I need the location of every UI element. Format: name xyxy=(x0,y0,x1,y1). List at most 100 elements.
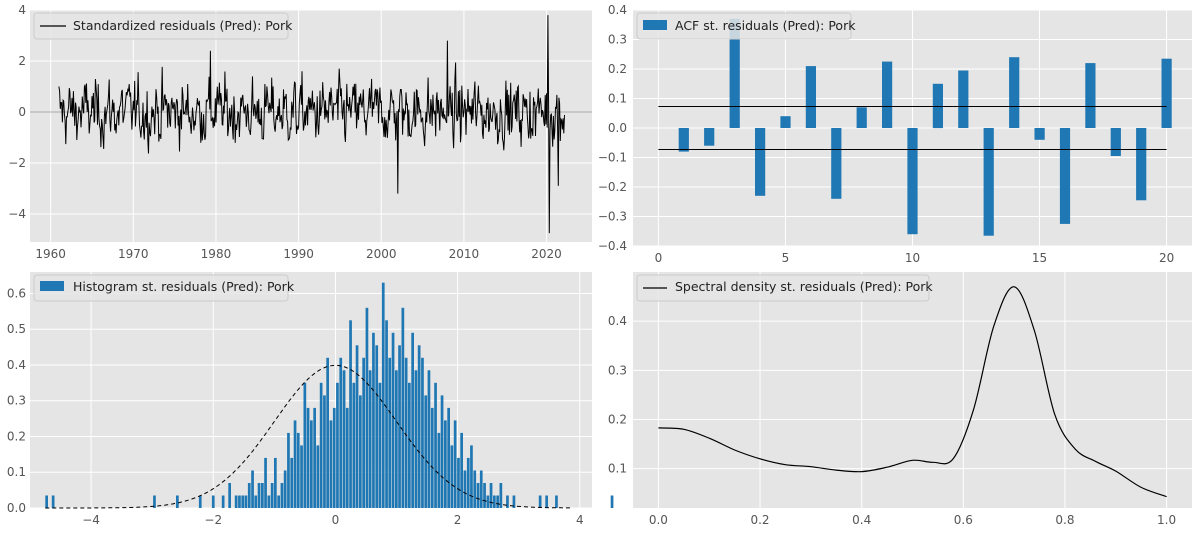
histogram-bar xyxy=(555,495,558,508)
histogram-bar xyxy=(300,445,303,508)
histogram-bar xyxy=(270,483,274,508)
histogram-bar xyxy=(391,332,395,508)
histogram-bar xyxy=(479,470,483,508)
histogram-bar xyxy=(411,332,414,508)
histogram-bar xyxy=(473,470,477,508)
y-tick-label: −4 xyxy=(8,207,26,221)
histogram-bar xyxy=(332,407,336,508)
x-tick-label: 0 xyxy=(332,513,340,527)
acf-bar xyxy=(1161,58,1172,129)
histogram-bar xyxy=(51,495,55,508)
legend-bar-swatch xyxy=(643,20,667,30)
histogram-bar xyxy=(506,495,509,508)
histogram-bar xyxy=(251,470,254,508)
y-tick-label: −0.2 xyxy=(598,180,627,194)
y-tick-label: −0.4 xyxy=(598,239,627,253)
x-tick-label: 2000 xyxy=(366,247,397,261)
acf-bar xyxy=(1059,128,1071,224)
histogram-bar xyxy=(398,345,401,508)
x-tick-label: 2 xyxy=(454,513,462,527)
x-tick-label: 1960 xyxy=(35,247,66,261)
x-tick-label: 5 xyxy=(782,251,790,265)
legend: Histogram st. residuals (Pred): Pork xyxy=(33,274,295,302)
histogram-bar xyxy=(323,395,326,508)
histogram-bar xyxy=(339,357,343,508)
histogram-bar xyxy=(408,382,411,508)
y-tick-label: 4 xyxy=(18,3,26,17)
legend-box xyxy=(33,274,289,302)
histogram-bar xyxy=(257,483,261,508)
histogram-bar xyxy=(316,445,320,508)
histogram-bar xyxy=(470,445,473,508)
x-tick-label: 0.0 xyxy=(649,513,668,527)
histogram-bar xyxy=(430,407,434,508)
acf-bar xyxy=(831,128,842,199)
histogram-bar xyxy=(365,307,369,508)
histogram-bar xyxy=(375,345,379,508)
x-tick-label: 0.4 xyxy=(852,513,871,527)
histogram-bar xyxy=(336,382,339,508)
x-tick-label: −2 xyxy=(204,513,222,527)
histogram-bar xyxy=(538,495,542,508)
acf-bar xyxy=(678,128,689,152)
histogram-bar xyxy=(463,470,467,508)
acf-bar xyxy=(729,18,740,128)
histogram-bar xyxy=(306,407,310,508)
histogram-bar xyxy=(401,307,405,508)
histogram-bar xyxy=(368,370,372,508)
x-tick-label: 1970 xyxy=(118,247,149,261)
histogram-bar xyxy=(378,382,382,508)
histogram-bar xyxy=(319,382,323,508)
histogram-bar xyxy=(293,420,297,508)
y-tick-label: 0.4 xyxy=(608,3,627,17)
histogram-bar xyxy=(238,495,241,508)
histogram-bar xyxy=(450,445,454,508)
histogram-bar xyxy=(290,457,294,508)
y-tick-label: −0.3 xyxy=(598,210,627,224)
y-tick-label: 0.6 xyxy=(7,286,26,300)
histogram-bar xyxy=(329,420,333,508)
histogram-bar xyxy=(198,495,202,508)
histogram-bar xyxy=(486,495,490,508)
acf-bar xyxy=(1034,128,1045,140)
x-tick-label: 4 xyxy=(576,513,584,527)
histogram-bar xyxy=(176,495,179,508)
histogram-bar xyxy=(512,495,516,508)
histogram-bar xyxy=(264,457,267,508)
histogram-bar xyxy=(303,382,307,508)
histogram-bar xyxy=(355,345,359,508)
histogram-bar xyxy=(395,370,398,508)
x-tick-label: 0.2 xyxy=(750,513,769,527)
y-tick-label: −0.1 xyxy=(598,151,627,165)
y-tick-label: 0.0 xyxy=(608,121,627,135)
histogram-bar xyxy=(424,395,428,508)
histogram-bar xyxy=(421,357,424,508)
histogram-bar xyxy=(274,457,277,508)
tick-labels: −4 −2 0 2 4 0.0 0.1 0.2 0.3 0.4 0.5 0.6 xyxy=(7,286,584,527)
y-tick-label: −2 xyxy=(8,156,26,170)
histogram-bar xyxy=(466,457,470,508)
histogram-bar xyxy=(499,483,503,508)
acf-bar xyxy=(780,116,791,128)
legend-box xyxy=(636,12,852,40)
histogram-bar xyxy=(385,320,388,508)
acf-bar xyxy=(907,128,918,235)
histogram-bar xyxy=(362,357,365,508)
x-tick-label: 2020 xyxy=(531,247,562,261)
axes-background xyxy=(30,10,592,242)
x-tick-label: 0 xyxy=(655,251,663,265)
tick-labels: 0 5 10 15 20 −0.4 −0.3 −0.2 −0.1 0.0 0.1 0.2 0.3 0.4 xyxy=(598,3,1174,265)
histogram-bar xyxy=(287,432,290,508)
legend: Spectral density st. residuals (Pred): P… xyxy=(636,274,933,302)
normal-density-curve xyxy=(45,364,571,509)
histogram-bar xyxy=(545,495,548,508)
histogram-bar xyxy=(352,382,356,508)
x-tick-label: 1.0 xyxy=(1157,513,1176,527)
legend-label: ACF st. residuals (Pred): Pork xyxy=(675,18,856,33)
histogram-bar xyxy=(310,420,313,508)
histogram-bar xyxy=(359,395,362,508)
x-tick-label: 1980 xyxy=(201,247,232,261)
histogram-bar xyxy=(610,495,614,508)
plot-area xyxy=(658,286,1167,498)
x-tick-label: −4 xyxy=(82,513,100,527)
